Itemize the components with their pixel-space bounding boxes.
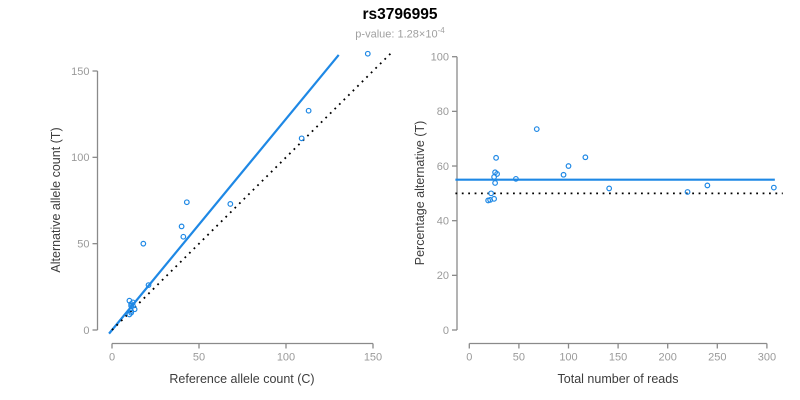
- data-point: [565, 163, 572, 169]
- p-value-exponent: -4: [437, 26, 445, 35]
- data-point: [145, 282, 152, 289]
- y-tick-label: 0: [443, 325, 449, 337]
- data-point: [180, 233, 187, 240]
- data-point: [533, 126, 540, 133]
- data-point: [305, 107, 312, 114]
- identity-line: [111, 53, 392, 331]
- data-point: [126, 297, 133, 304]
- y-tick-label: 150: [71, 66, 89, 78]
- data-point: [183, 199, 190, 206]
- data-point: [492, 180, 498, 186]
- y-tick-label: 60: [437, 161, 449, 173]
- x-tick-label: 0: [109, 352, 115, 364]
- data-point: [140, 240, 147, 247]
- data-point: [178, 223, 185, 230]
- data-point: [770, 184, 777, 191]
- right-y-axis-title: Percentage alternative (T): [413, 120, 427, 266]
- y-tick-label: 40: [437, 215, 449, 227]
- data-point: [364, 50, 371, 57]
- x-tick-label: 150: [609, 352, 627, 364]
- data-point: [513, 175, 519, 182]
- p-value-text: p-value: 1.28×10: [355, 28, 438, 41]
- data-point: [491, 195, 498, 202]
- x-tick-label: 100: [559, 352, 577, 364]
- data-point: [493, 154, 499, 161]
- data-point: [684, 189, 691, 195]
- percentage-alternative-plot: 0 20 40 60 80 100 0 50 100 150 200 250 300: [431, 52, 783, 364]
- y-tick-label: 100: [71, 152, 89, 164]
- left-y-axis-title: Alternative allele count (T): [49, 127, 63, 273]
- left-x-axis-title: Reference allele count (C): [169, 372, 315, 386]
- y-tick-label: 20: [437, 270, 449, 282]
- x-tick-label: 100: [277, 352, 295, 364]
- page-title: rs3796995: [362, 6, 438, 23]
- data-point: [492, 169, 498, 176]
- x-tick-label: 200: [659, 352, 677, 364]
- y-tick-label: 100: [431, 52, 449, 64]
- data-point: [582, 154, 589, 161]
- data-point: [704, 182, 711, 189]
- data-point: [606, 185, 613, 192]
- allele-counts-plot: 0 50 100 150 0 50 100 150: [71, 50, 392, 364]
- y-tick-label: 50: [77, 238, 89, 250]
- p-value-subtitle: p-value: 1.28×10-4: [0, 26, 800, 41]
- y-tick-label: 80: [437, 106, 449, 118]
- x-tick-label: 50: [193, 352, 205, 364]
- data-point: [227, 201, 234, 207]
- data-point: [488, 190, 495, 197]
- right-x-axis-title: Total number of reads: [557, 372, 679, 386]
- data-point: [298, 135, 305, 142]
- x-tick-label: 250: [708, 352, 726, 364]
- data-point: [560, 171, 567, 178]
- x-tick-label: 0: [466, 352, 472, 364]
- x-tick-label: 150: [364, 352, 382, 364]
- fit-line: [108, 54, 340, 335]
- y-tick-label: 0: [83, 325, 89, 337]
- x-tick-label: 300: [758, 352, 776, 364]
- x-tick-label: 50: [513, 352, 525, 364]
